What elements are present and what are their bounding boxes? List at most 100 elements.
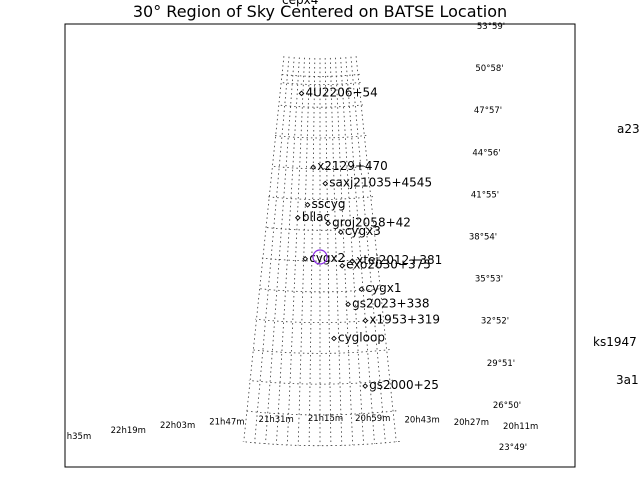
source-marker (345, 301, 351, 308)
top-clipped-label: cepx4 (282, 0, 318, 7)
source-label: gs2023+338 (352, 296, 429, 310)
ra-grid-line (243, 56, 285, 442)
ra-grid-line (286, 57, 305, 445)
dec-grid-line (274, 135, 367, 139)
source-markers: 4U2206+54 x2129+470 saxj21035+4545 sscygbll… (295, 85, 442, 392)
source-marker (322, 180, 329, 187)
source-marker (362, 317, 369, 324)
ra-tick-label: 20h27m (454, 418, 489, 428)
source-point: saxj21035+4545 (322, 176, 432, 190)
coordinate-grid (242, 56, 400, 447)
dec-grid-line (252, 349, 390, 354)
ra-tick-label: 21h47m (209, 418, 244, 428)
source-point: bllac (295, 210, 330, 224)
ra-tick-label: 22h19m (111, 426, 146, 436)
source-label: exo2030+375 (346, 258, 431, 272)
source-label: x2129+470 (317, 159, 388, 173)
outside-labels: a23 ks1947 3a1 (593, 122, 640, 387)
source-point: cygloop (331, 330, 385, 344)
dec-grid-line (255, 318, 387, 324)
dec-tick-label: 41°55' (471, 190, 499, 200)
dec-grid-line (278, 104, 364, 108)
source-point: cygx3 (337, 224, 381, 238)
dec-grid-line (271, 165, 370, 170)
source-marker (298, 90, 305, 97)
source-marker (295, 214, 301, 221)
chart-title: 30° Region of Sky Centered on BATSE Loca… (133, 2, 507, 21)
source-label: 4U2206+54 (306, 85, 378, 99)
dec-tick-label: 53°59' (477, 22, 505, 32)
source-marker (337, 229, 344, 235)
source-label: sscyg (312, 197, 346, 211)
ra-grid-line (308, 58, 316, 446)
ra-tick-label: 20h43m (404, 416, 439, 426)
dec-tick-labels: 53°59' 50°58' 47°57' 44°56' 41°55' 38°54' 35°5… (469, 22, 527, 453)
ra-tick-label: 22h03m (160, 421, 195, 431)
source-point: xtej2012+381 (349, 253, 442, 267)
source-label: gs2000+25 (369, 378, 439, 392)
ra-grid-line (254, 56, 290, 443)
plot-frame (64, 23, 576, 468)
ra-tick-labels: h35m 22h19m 22h03m 21h47m 21h31m 21h15m 20h59m… (67, 414, 539, 442)
ra-grid-line (265, 57, 295, 444)
source-marker (310, 164, 317, 171)
ra-tick-label: 21h31m (259, 415, 294, 425)
ra-tick-label: h35m (67, 432, 91, 442)
source-label: cygx1 (365, 281, 401, 295)
ra-grid-line (297, 57, 311, 446)
source-marker (362, 383, 369, 389)
source-point: cygx1 (358, 281, 401, 295)
source-point: groj2058+42 (325, 215, 411, 229)
ra-grid-line (340, 57, 365, 445)
source-point: exo2030+375 (339, 258, 431, 272)
source-marker (349, 258, 356, 264)
ra-grid-line (350, 56, 386, 443)
ra-grid-line (355, 56, 397, 442)
batse-location-marker (312, 249, 328, 265)
source-marker (339, 262, 346, 269)
source-point: gs2023+338 (345, 296, 429, 310)
dec-tick-label: 38°54' (469, 233, 497, 243)
source-point: x2129+470 (310, 159, 388, 173)
dec-grid-line (265, 226, 377, 231)
dec-tick-label: 23°49' (499, 443, 527, 453)
dec-tick-label: 26°50' (493, 401, 521, 411)
dec-grid-line (261, 257, 380, 262)
dec-grid-line (242, 441, 400, 447)
source-point: sscyg (304, 197, 346, 211)
ra-grid-line (335, 57, 354, 445)
outside-source-label: ks1947 (593, 335, 637, 349)
source-point: gs2000+25 (362, 378, 439, 392)
dec-tick-label: 47°57' (474, 106, 502, 116)
source-marker (325, 220, 331, 227)
ra-grid-line (324, 58, 332, 446)
outside-source-label: a23 (617, 122, 640, 136)
dec-tick-label: 44°56' (472, 148, 500, 158)
source-label: saxj21035+4545 (329, 176, 432, 190)
source-label: groj2058+42 (332, 215, 411, 229)
source-point: 4U2206+54 (298, 85, 378, 99)
dec-tick-label: 32°52' (481, 317, 509, 327)
dec-grid-line (258, 288, 384, 293)
dec-tick-label: 50°58' (475, 64, 503, 74)
dec-tick-label: 35°53' (475, 275, 503, 285)
dec-grid-line (248, 379, 394, 385)
dec-tick-label: 29°51' (487, 359, 515, 369)
ra-tick-label: 20h11m (503, 422, 538, 432)
ra-tick-label: 21h15m (308, 414, 343, 424)
source-label: cygx3 (345, 224, 381, 238)
outside-source-label: 3a1 (616, 373, 639, 387)
source-marker (358, 286, 365, 293)
source-marker (304, 201, 311, 208)
source-marker (302, 256, 309, 262)
source-label: x1953+319 (369, 313, 440, 327)
source-label: cygloop (338, 330, 385, 344)
source-point: x1953+319 (362, 313, 440, 327)
ra-grid-line (329, 57, 343, 446)
source-label: xtej2012+381 (356, 253, 442, 267)
ra-grid-line (275, 57, 300, 445)
ra-tick-label: 20h59m (355, 414, 390, 424)
ra-grid-line (345, 57, 375, 444)
source-label: bllac (302, 210, 330, 224)
